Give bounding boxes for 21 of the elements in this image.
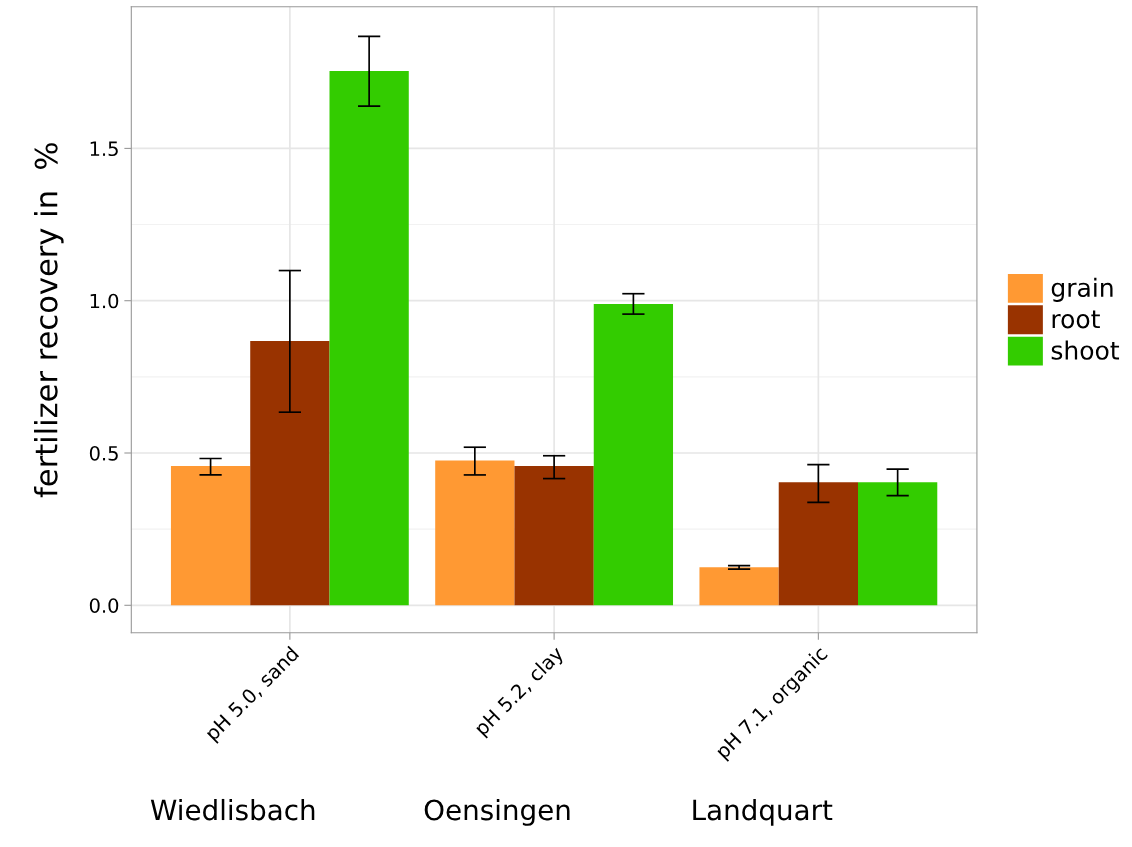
x-tick-label: pH 5.2, clay [473,644,568,739]
y-tick-label: 0.5 [89,445,118,461]
legend-label: shoot [1051,340,1120,360]
text: Oensingen [424,798,570,826]
legend-label: root [1052,310,1100,329]
y-axis-title: fertilizer recovery in % [34,143,64,498]
bar [593,304,674,606]
bar [514,466,594,606]
text: Wiedlisbach [150,798,315,821]
y-tick-label: 0.0 [89,598,119,613]
bar [858,482,938,606]
bar [329,71,409,606]
bar [699,567,779,606]
bar [250,340,330,606]
bar [778,482,858,606]
bar [435,460,515,606]
bar [170,466,251,606]
legend-label: grain [1051,277,1113,302]
y-tick-label: 1.5 [90,141,118,157]
text: Landquart [693,798,833,826]
y-tick-label: 1.0 [90,293,119,309]
